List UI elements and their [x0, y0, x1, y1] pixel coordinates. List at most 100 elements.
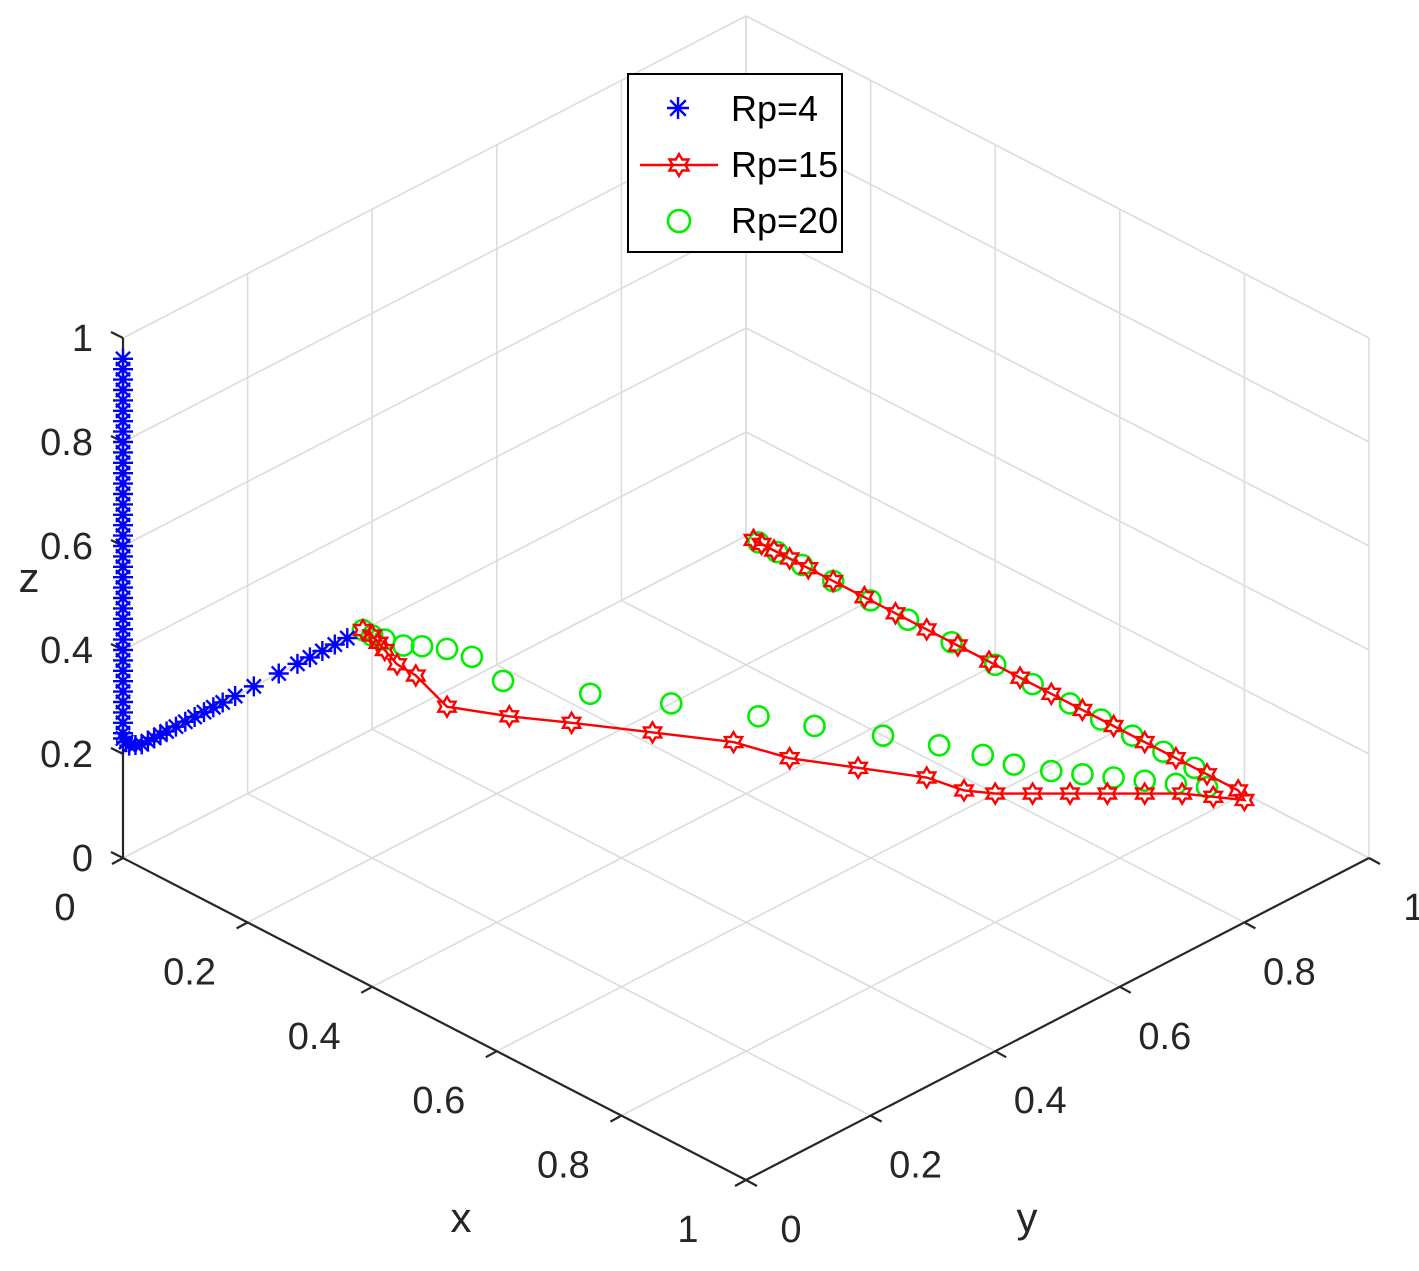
data-point-rp20	[1002, 753, 1026, 776]
data-point-rp4	[212, 692, 233, 713]
data-point-rp15	[984, 781, 1006, 806]
data-point-rp15	[1102, 713, 1125, 739]
z-tick-label: 0.4	[40, 630, 93, 672]
x-tick	[734, 1179, 747, 1187]
data-point-rp4	[144, 727, 165, 748]
x-tick-label: 0.4	[288, 1016, 341, 1058]
data-point-rp4	[113, 442, 133, 463]
data-point-rp4	[113, 525, 133, 546]
y-tick	[1368, 857, 1381, 865]
data-point-rp20	[940, 630, 963, 654]
data-point-rp4	[287, 653, 308, 674]
grid-line	[122, 431, 747, 755]
y-tick-label: 0.8	[1263, 951, 1316, 993]
data-point-rp15	[386, 651, 408, 677]
data-point-rp4	[113, 536, 133, 556]
data-point-rp20	[460, 645, 484, 669]
data-point-rp15	[778, 745, 801, 771]
data-point-rp4	[131, 734, 152, 755]
data-point-rp15	[947, 633, 969, 658]
data-point-rp4	[113, 660, 133, 681]
y-tick	[870, 1114, 883, 1123]
y-axis-label: y	[1017, 1194, 1038, 1241]
data-point-rp4	[113, 452, 133, 473]
data-point-rp4	[175, 711, 196, 732]
data-point-rp4	[113, 671, 133, 692]
data-point-rp15	[498, 703, 520, 729]
data-point-rp4	[113, 421, 133, 442]
grid-line	[745, 223, 1370, 547]
data-point-rp4	[113, 588, 133, 608]
legend-marker-rp20	[666, 208, 692, 234]
data-point-rp4	[113, 619, 133, 640]
series-rp4	[113, 348, 358, 756]
grid-line	[745, 431, 1370, 755]
data-point-rp4	[324, 634, 345, 655]
x-tick-label: 0.6	[412, 1080, 465, 1122]
grid-line	[621, 599, 1245, 924]
data-point-rp4	[225, 686, 246, 707]
data-point-rp15	[1196, 761, 1218, 787]
data-point-rp15	[373, 637, 396, 663]
data-point-rp15	[1040, 681, 1062, 707]
legend-label-rp20: Rp=20	[731, 200, 838, 241]
data-point-rp15	[436, 694, 458, 720]
data-point-rp15	[915, 617, 938, 642]
z-tick	[110, 851, 124, 859]
z-tick-label: 0.6	[40, 526, 93, 568]
x-tick	[609, 1114, 622, 1123]
data-point-rp15	[1134, 781, 1156, 806]
data-point-rp15	[1009, 665, 1031, 691]
legend-circle-marker	[666, 208, 692, 234]
data-point-rp4	[113, 556, 133, 577]
data-point-rp15	[1021, 781, 1044, 806]
data-point-rp4	[156, 721, 177, 742]
data-point-rp20	[491, 669, 515, 693]
grid-line	[247, 599, 871, 924]
data-point-rp15	[1071, 697, 1094, 723]
data-point-rp4	[113, 432, 133, 452]
data-point-rp4	[113, 692, 133, 712]
grid-line	[621, 792, 1245, 1117]
data-point-rp4	[113, 712, 133, 733]
x-tick	[360, 985, 373, 994]
grid-line	[496, 728, 1121, 1052]
data-point-rp4	[113, 567, 133, 588]
z-tick-label: 0.8	[40, 422, 93, 464]
legend-label-rp4: Rp=4	[731, 88, 818, 129]
data-point-rp4	[337, 628, 358, 649]
z-tick-label: 0	[72, 838, 93, 880]
data-point-rp4	[268, 663, 289, 684]
data-point-rp15	[847, 755, 869, 781]
data-point-rp4	[243, 676, 264, 697]
data-layer	[113, 348, 1256, 813]
data-point-rp20	[983, 653, 1007, 677]
data-point-rp20	[1039, 759, 1063, 783]
x-tick-label: 0	[54, 887, 75, 929]
data-point-rp4	[113, 702, 133, 723]
data-point-rp15	[1059, 781, 1081, 806]
data-point-rp15	[797, 555, 820, 581]
data-point-rp15	[1096, 781, 1119, 806]
x-tick	[485, 1050, 498, 1059]
grid-line	[371, 728, 996, 1052]
data-point-rp20	[659, 692, 683, 715]
data-point-rp15	[1134, 729, 1156, 755]
x-axis-line	[122, 857, 747, 1181]
data-point-rp15	[978, 649, 1000, 674]
data-point-rp4	[113, 390, 133, 411]
legend: Rp=4 Rp=15 Rp=20	[627, 73, 843, 253]
y-tick-label: 0	[780, 1209, 801, 1251]
y-axis-line	[745, 857, 1370, 1181]
z-tick	[110, 331, 124, 339]
data-point-rp20	[1071, 762, 1094, 786]
data-point-rp4	[113, 608, 133, 629]
data-point-rp4	[113, 546, 133, 567]
legend-marker-rp4	[667, 97, 689, 119]
y-tick-label: 0.4	[1014, 1080, 1067, 1122]
data-point-rp4	[113, 380, 133, 400]
x-tick	[111, 857, 124, 865]
data-point-rp15	[1165, 745, 1187, 771]
legend-hexagram-marker	[667, 151, 691, 179]
